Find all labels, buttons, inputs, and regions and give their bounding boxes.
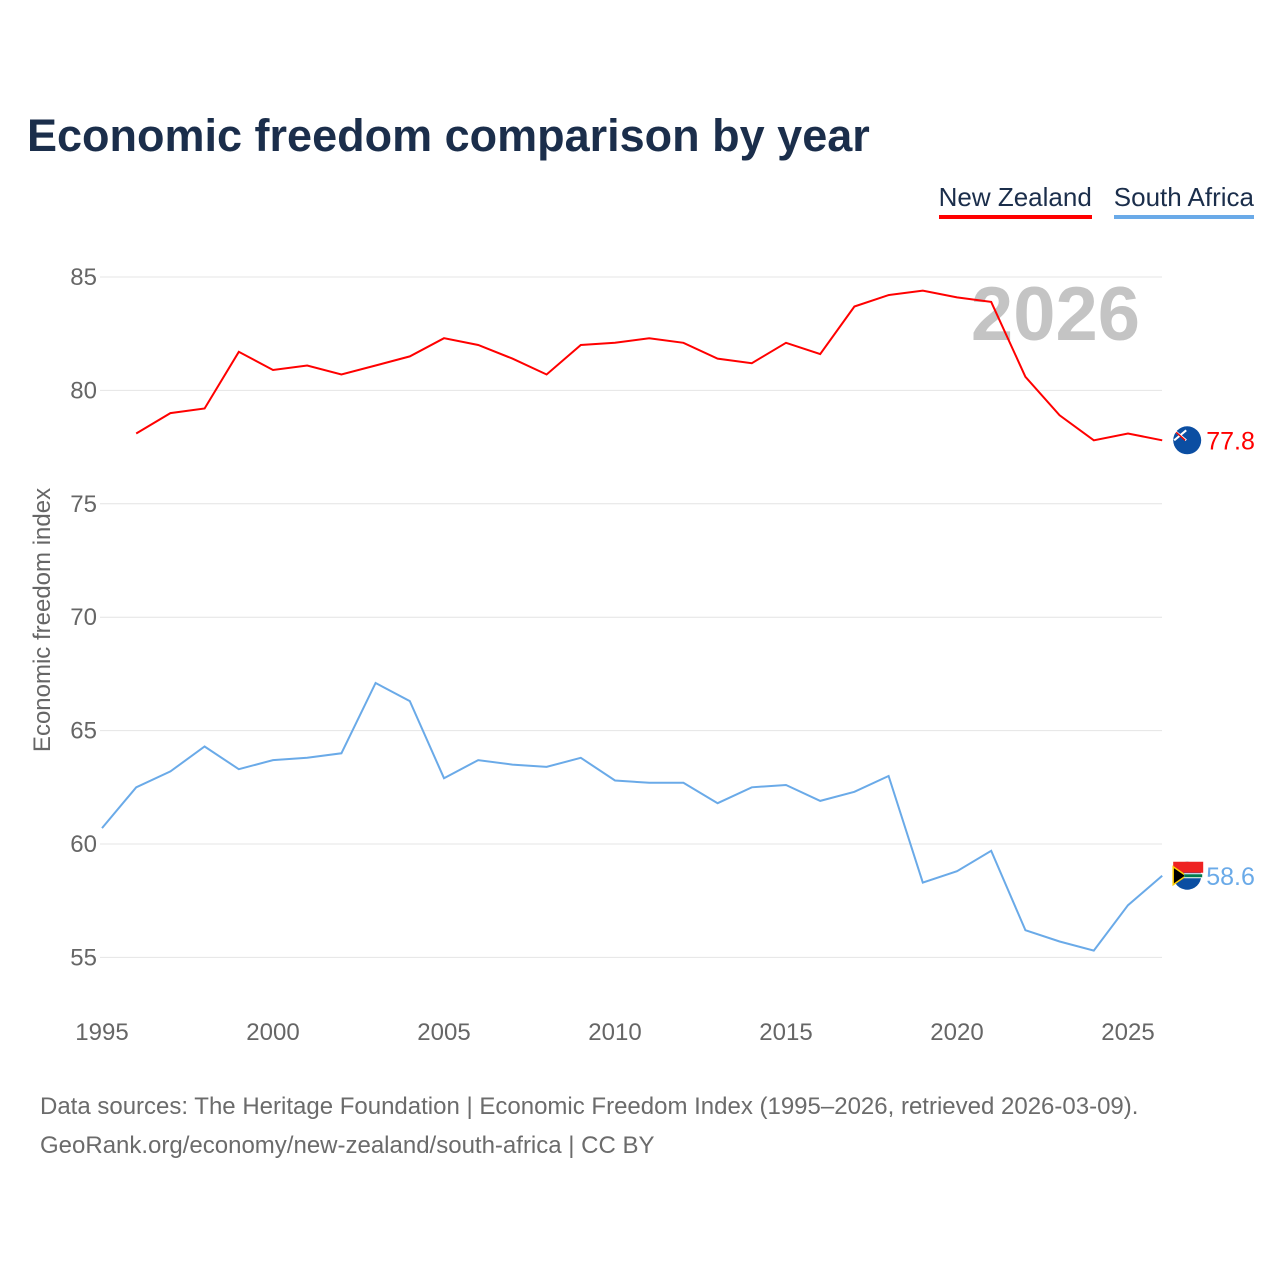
x-tick-label: 2025 (1101, 1019, 1154, 1046)
y-tick-label: 60 (70, 831, 97, 858)
flag-cross (1175, 431, 1186, 441)
x-tick-label: 1995 (75, 1019, 128, 1046)
y-tick-label: 65 (70, 718, 97, 745)
y-tick-label: 85 (70, 264, 97, 291)
series-line-south-africa (101, 681, 1163, 952)
x-tick-label: 2010 (588, 1019, 641, 1046)
x-tick-label: 2015 (759, 1019, 812, 1046)
flag-triangle (1172, 865, 1188, 887)
source-line-2[interactable]: GeoRank.org/economy/new-zealand/south-af… (40, 1132, 655, 1159)
y-axis-label: Economic freedom index (29, 488, 56, 752)
south-africa-flag-icon (1172, 861, 1204, 890)
y-tick-label: 55 (70, 944, 97, 971)
legend-new-zealand[interactable]: New Zealand (938, 182, 1092, 219)
flag-red (1173, 861, 1204, 873)
series-line-new-zealand (135, 289, 1163, 442)
end-value-label: 58.6 (1206, 863, 1255, 891)
x-tick-label: 2005 (417, 1019, 470, 1046)
legend-south-africa[interactable]: South Africa (1113, 182, 1254, 219)
y-tick-label: 75 (70, 491, 97, 518)
legend: New Zealand South Africa (938, 182, 1254, 219)
x-tick-label: 2020 (930, 1019, 983, 1046)
source-line-1: Data sources: The Heritage Foundation | … (40, 1093, 1139, 1120)
flag-bg (1173, 426, 1202, 455)
y-tick-label: 70 (70, 604, 97, 631)
x-tick-label: 2000 (246, 1019, 299, 1046)
year-watermark: 2026 (971, 272, 1140, 357)
source-note: Data sources: The Heritage Foundation | … (40, 1087, 1138, 1165)
end-value-label: 77.8 (1206, 427, 1255, 455)
y-tick-label: 80 (70, 377, 97, 404)
new-zealand-flag-icon (1173, 426, 1202, 455)
chart-title: Economic freedom comparison by year (27, 110, 870, 161)
